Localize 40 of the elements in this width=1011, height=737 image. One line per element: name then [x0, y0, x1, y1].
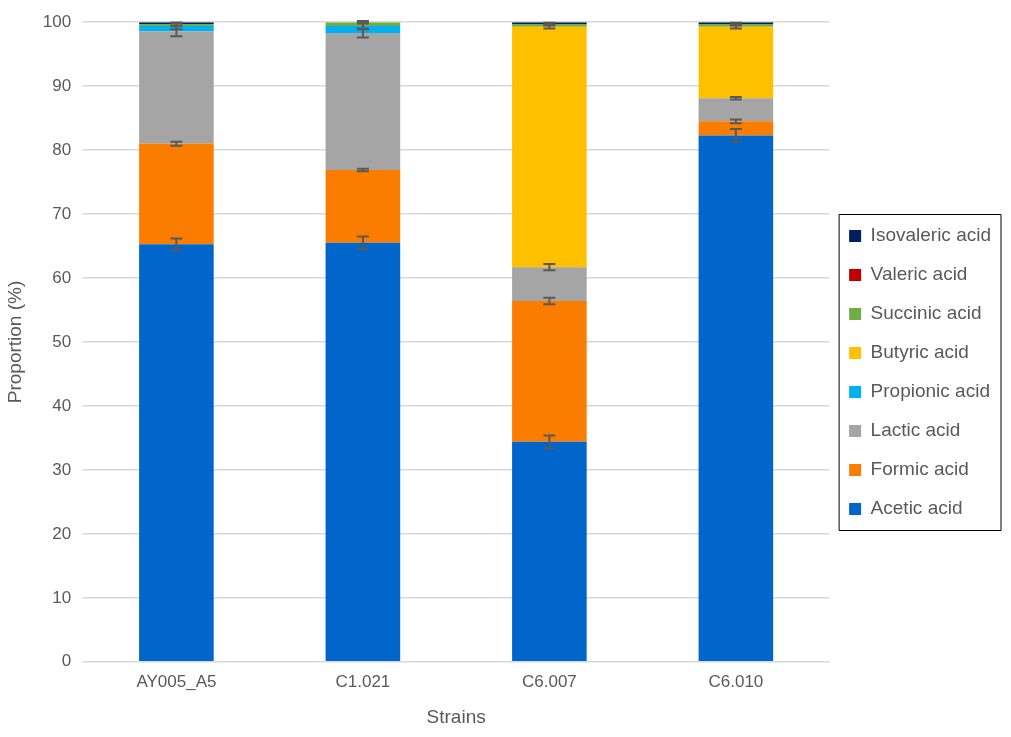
y-tick-label: 20: [52, 523, 72, 543]
bar: [139, 244, 214, 662]
y-tick-label: 0: [61, 651, 72, 671]
legend-label: Lactic acid: [870, 419, 961, 441]
legend-label: Butyric acid: [870, 341, 969, 363]
bar: [512, 441, 587, 662]
bar: [139, 143, 214, 245]
bar: [512, 267, 587, 302]
bar: [325, 169, 401, 243]
legend-label: Succinic acid: [870, 302, 982, 324]
legend-label: Acetic acid: [870, 497, 963, 519]
y-axis-title: Proportion (%): [3, 280, 25, 404]
bar: [512, 301, 587, 442]
legend-label: Isovaleric acid: [870, 224, 992, 246]
legend-label: Formic acid: [870, 458, 969, 480]
y-tick-label: 60: [52, 267, 72, 287]
legend-label: Propionic acid: [870, 380, 990, 402]
bar: [325, 26, 401, 34]
bar: [698, 26, 774, 99]
bar: [139, 31, 214, 144]
legend-label: Valeric acid: [870, 263, 968, 285]
x-axis-title: Strains: [426, 705, 486, 727]
bar: [698, 98, 774, 122]
y-tick-label: 70: [52, 203, 72, 223]
bar: [325, 33, 401, 170]
x-tick-label: C1.021: [335, 671, 391, 691]
y-tick-label: 30: [52, 459, 72, 479]
x-tick-label: C6.007: [521, 671, 577, 691]
x-tick-label: C6.010: [708, 671, 764, 691]
bar: [325, 242, 401, 662]
bar: [698, 121, 774, 136]
y-tick-label: 80: [52, 139, 72, 159]
bar: [698, 135, 774, 662]
x-tick-label: AY005_A5: [136, 671, 217, 691]
y-tick-label: 40: [52, 395, 72, 415]
y-tick-label: 50: [52, 331, 72, 351]
bar: [512, 26, 587, 268]
y-tick-label: 90: [52, 75, 72, 95]
y-tick-label: 100: [42, 11, 72, 31]
y-tick-label: 10: [52, 587, 72, 607]
